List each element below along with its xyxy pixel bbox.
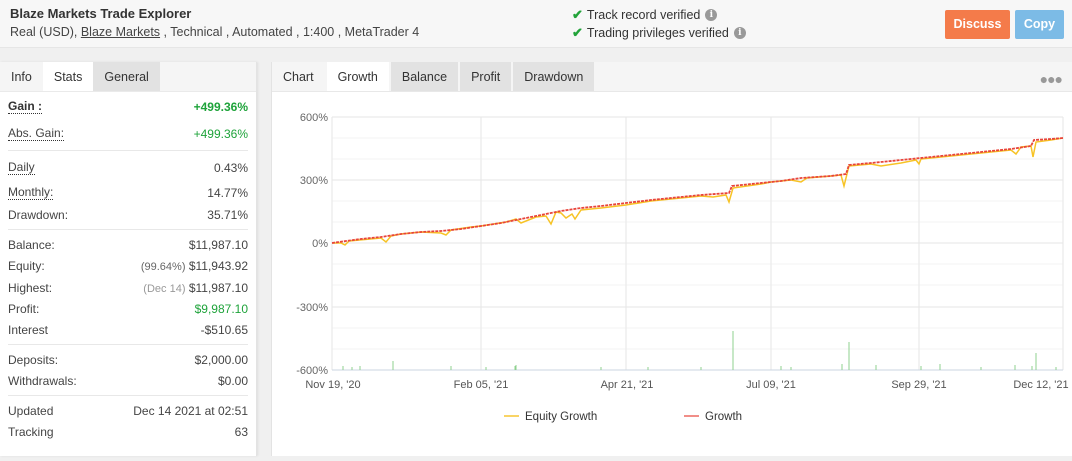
svg-text:Feb 05, '21: Feb 05, '21 xyxy=(454,379,509,391)
divider xyxy=(8,150,248,151)
svg-text:Nov 19, '20: Nov 19, '20 xyxy=(305,379,360,391)
svg-text:300%: 300% xyxy=(300,175,328,187)
divider xyxy=(8,229,248,230)
stat-tracking: Tracking 63 xyxy=(8,424,248,439)
chart-legend: Equity Growth Growth xyxy=(504,411,742,423)
stat-daily: Daily 0.43% xyxy=(8,159,248,175)
tab-general[interactable]: General xyxy=(93,62,160,91)
chart-tabs: Chart Growth Balance Profit Drawdown ●●● xyxy=(272,62,1072,92)
account-subtitle: Real (USD), Blaze Markets , Technical , … xyxy=(10,25,420,39)
broker-link[interactable]: Blaze Markets xyxy=(80,25,161,39)
svg-text:-600%: -600% xyxy=(296,365,328,377)
divider xyxy=(8,344,248,345)
stat-gain: Gain : +499.36% xyxy=(8,98,248,114)
tab-chart[interactable]: Chart xyxy=(283,70,314,84)
minor-gridlines xyxy=(332,137,1063,350)
svg-text:0%: 0% xyxy=(312,238,328,250)
stat-interest: Interest -$510.65 xyxy=(8,322,248,337)
tab-balance[interactable]: Balance xyxy=(390,62,459,91)
stat-updated: Updated Dec 14 2021 at 02:51 xyxy=(8,403,248,418)
svg-text:Equity Growth: Equity Growth xyxy=(525,411,597,423)
more-options-icon[interactable]: ●●● xyxy=(1039,71,1063,87)
svg-text:Jul 09, '21: Jul 09, '21 xyxy=(746,379,796,391)
stat-equity: Equity: (99.64%) $11,943.92 xyxy=(8,258,248,273)
chart-panel: Chart Growth Balance Profit Drawdown ●●● xyxy=(271,62,1072,456)
verification-list: ✔ Track record verified i ✔ Trading priv… xyxy=(572,6,746,42)
equity-growth-line xyxy=(332,137,1064,246)
info-icon[interactable]: i xyxy=(705,9,718,21)
stat-profit: Profit: $9,987.10 xyxy=(8,301,248,316)
page-header: Blaze Markets Trade Explorer Real (USD),… xyxy=(0,0,1072,48)
page-title: Blaze Markets Trade Explorer xyxy=(10,6,192,21)
copy-button[interactable]: Copy xyxy=(1015,10,1064,39)
svg-text:Apr 21, '21: Apr 21, '21 xyxy=(601,379,654,391)
discuss-button[interactable]: Discuss xyxy=(945,10,1010,39)
tab-profit[interactable]: Profit xyxy=(460,62,512,91)
check-icon: ✔ xyxy=(572,25,583,40)
tab-info[interactable]: Info xyxy=(11,70,32,84)
tab-growth[interactable]: Growth xyxy=(326,62,389,91)
growth-chart: 600% 300% 0% -300% -600% Nov 19, '20 Feb… xyxy=(296,112,1068,423)
legend-growth[interactable]: Growth xyxy=(684,411,742,423)
svg-text:600%: 600% xyxy=(300,112,328,124)
svg-text:Sep 29, '21: Sep 29, '21 xyxy=(891,379,946,391)
stat-drawdown: Drawdown: 35.71% xyxy=(8,207,248,222)
stat-balance: Balance: $11,987.10 xyxy=(8,237,248,252)
trading-privileges-verified: ✔ Trading privileges verified i xyxy=(572,24,746,42)
tab-stats[interactable]: Stats xyxy=(42,62,94,91)
stat-highest: Highest: (Dec 14) $11,987.10 xyxy=(8,280,248,295)
svg-text:Dec 12, '21: Dec 12, '21 xyxy=(1013,379,1068,391)
svg-text:-300%: -300% xyxy=(296,302,328,314)
y-axis-labels: 600% 300% 0% -300% -600% xyxy=(296,112,328,377)
svg-text:Growth: Growth xyxy=(705,411,742,423)
volume-bars xyxy=(342,331,1057,370)
stats-panel: Info Stats General Gain : +499.36% Abs. G… xyxy=(0,62,257,456)
tab-drawdown[interactable]: Drawdown xyxy=(513,62,595,91)
stat-withdrawals: Withdrawals: $0.00 xyxy=(8,373,248,388)
left-tabs: Info Stats General xyxy=(0,62,256,92)
divider xyxy=(8,395,248,396)
legend-equity-growth[interactable]: Equity Growth xyxy=(504,411,597,423)
stat-deposits: Deposits: $2,000.00 xyxy=(8,352,248,367)
check-icon: ✔ xyxy=(572,7,583,22)
growth-line xyxy=(331,137,1064,244)
x-axis-labels: Nov 19, '20 Feb 05, '21 Apr 21, '21 Jul … xyxy=(305,379,1068,391)
stat-abs-gain: Abs. Gain: +499.36% xyxy=(8,125,248,141)
stat-monthly: Monthly: 14.77% xyxy=(8,184,248,200)
stats-list: Gain : +499.36% Abs. Gain: +499.36% Daily 0… xyxy=(0,92,256,442)
info-icon[interactable]: i xyxy=(733,27,746,39)
track-record-verified: ✔ Track record verified i xyxy=(572,6,746,24)
